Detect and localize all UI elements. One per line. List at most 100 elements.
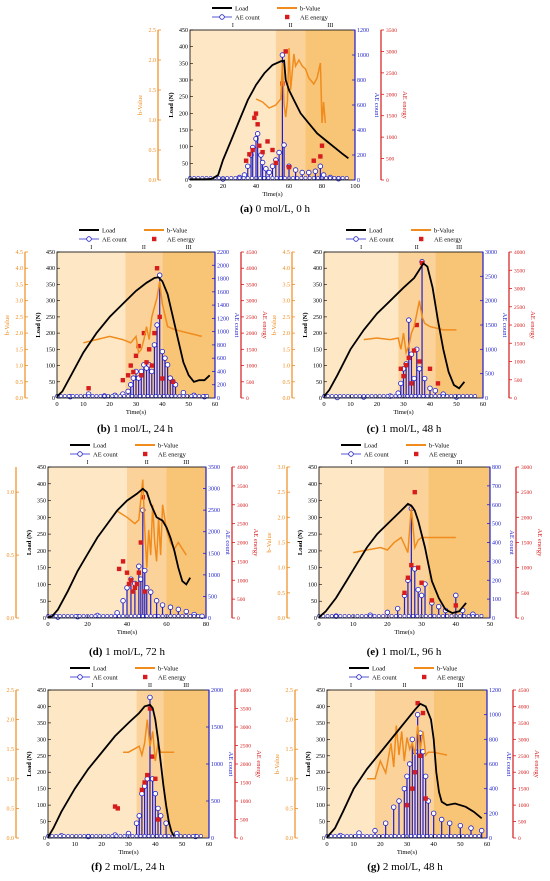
x-tick-label: 0 [317, 621, 320, 628]
legend-energy-label: AE energy [167, 237, 196, 244]
ae-count-marker [73, 614, 78, 618]
ae-energy-marker [404, 802, 410, 808]
ae-count-marker [106, 834, 111, 838]
energy-tick-label: 3000 [514, 287, 525, 293]
ae-count-marker [89, 614, 94, 618]
ae-count-marker [398, 380, 404, 387]
ae-count-marker [101, 614, 106, 618]
ae-count-marker [149, 368, 155, 375]
b-value-line [255, 47, 327, 124]
count-tick-label: 800 [217, 343, 226, 349]
ae-count-marker [90, 394, 95, 398]
ae-count-marker [182, 834, 187, 838]
load-tick-label: 350 [179, 61, 188, 67]
caption-text: 2 mol/L, 24 h [102, 861, 165, 873]
load-tick-label: 200 [37, 770, 46, 776]
ae-count-marker [340, 176, 345, 180]
x-tick-label: 100 [350, 183, 360, 190]
caption-text: 2 mol/L, 48 h [380, 861, 443, 873]
ae-count-marker [90, 834, 95, 838]
x-tick-label: 60 [286, 183, 293, 190]
ae-count-marker [421, 394, 426, 398]
load-line [47, 487, 191, 619]
ae-count-marker [406, 317, 412, 323]
legend-bvalue-label: b-Value [437, 666, 457, 673]
ae-count-marker [361, 834, 365, 838]
b-tick-label: 1.0 [16, 364, 24, 370]
ae-count-marker [405, 394, 410, 398]
ae-energy-marker [125, 373, 131, 378]
ae-count-marker [263, 166, 269, 172]
b-value-line [83, 281, 202, 355]
x-tick-label: 40 [152, 841, 159, 848]
load-tick-label: 250 [37, 754, 46, 760]
ae-count-marker [165, 394, 170, 398]
ae-count-marker [167, 604, 174, 610]
ae-count-marker [324, 176, 329, 180]
ae-count-marker [394, 614, 398, 618]
ae-energy-marker [270, 147, 275, 153]
count-tick-label: 2000 [485, 299, 497, 305]
x-tick-label: 0 [325, 841, 328, 848]
ae-count-marker [330, 394, 334, 398]
b-tick-label: 0.5 [7, 553, 15, 559]
ae-count-marker [174, 834, 179, 838]
x-tick-label: 20 [98, 841, 105, 848]
ae-count-marker [438, 816, 445, 823]
x-tick-label: 30 [133, 401, 140, 408]
ae-count-marker [409, 834, 413, 838]
count-tick-label: 2500 [485, 274, 497, 280]
x-tick-label: 30 [125, 841, 132, 848]
stage-label: II [402, 683, 406, 689]
ae-energy-marker [86, 386, 91, 391]
x-tick-label: 50 [487, 621, 494, 628]
ae-energy-marker [128, 578, 134, 583]
ae-count-marker [98, 394, 103, 398]
b-axis-label: b-Value [0, 532, 2, 552]
ae-count-marker [361, 394, 366, 398]
caption-text: 1 mol/L, 72 h [102, 646, 165, 658]
ae-count-marker [147, 589, 154, 595]
x-axis-label: Time(s) [117, 629, 137, 636]
ae-count-marker [461, 394, 466, 398]
legend-count-swatch [86, 236, 92, 242]
ae-energy-marker [252, 115, 257, 121]
ae-count-marker [422, 375, 428, 382]
ae-count-marker [276, 149, 282, 156]
load-tick-label: 300 [308, 515, 317, 521]
legend-energy-label: AE energy [300, 15, 329, 22]
ae-count-marker [397, 834, 401, 838]
x-tick-label: 10 [72, 841, 79, 848]
ae-count-marker [415, 614, 420, 618]
count-tick-label: 400 [217, 369, 226, 375]
load-tick-label: 100 [308, 582, 317, 588]
b-tick-label: 1.5 [16, 347, 24, 353]
ae-count-marker [311, 176, 316, 180]
ae-count-marker [245, 163, 251, 169]
legend-bvalue-label: b-Value [158, 443, 178, 450]
ae-energy-marker [253, 111, 259, 116]
count-tick-label: 600 [489, 762, 498, 768]
ae-count-marker [162, 834, 167, 838]
legend-energy-swatch [285, 14, 290, 20]
x-tick-label: 20 [374, 401, 381, 408]
load-tick-label: 450 [313, 250, 322, 256]
ae-energy-marker [319, 143, 325, 148]
ae-count-marker [120, 598, 126, 604]
ae-count-marker [196, 614, 201, 618]
energy-tick-label: 4500 [246, 250, 257, 256]
b-value-line [353, 507, 456, 554]
energy-tick-label: 2000 [237, 541, 248, 547]
ae-count-marker [413, 834, 417, 838]
count-tick-label: 0 [208, 616, 211, 622]
ae-count-marker [61, 614, 66, 618]
stage-3-region [305, 30, 355, 180]
legend-count-label: AE count [364, 452, 389, 459]
legend-energy-swatch [419, 236, 424, 242]
panel-caption: (b) 1 mol/L, 24 h [97, 423, 174, 435]
ae-count-marker [475, 614, 480, 618]
caption-letter: (g) [367, 861, 380, 873]
ae-count-marker [237, 176, 242, 180]
ae-count-marker [151, 342, 158, 348]
